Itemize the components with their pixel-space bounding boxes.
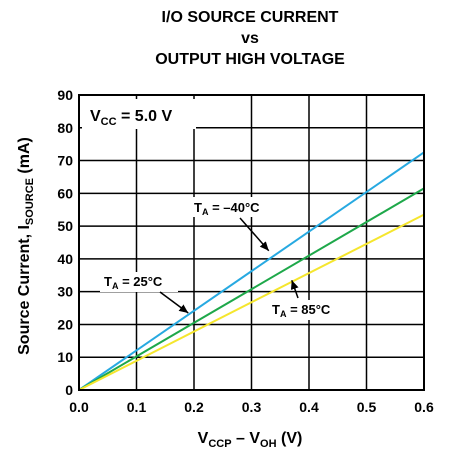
condition-box — [82, 99, 196, 129]
condition-label: VCC = 5.0 V — [90, 108, 172, 128]
annotation-arrow-minus40 — [239, 217, 270, 252]
series-line-0 — [78, 151, 425, 391]
y-tick-label-7: 70 — [57, 153, 73, 169]
y-tick-labels: 0 10 20 30 40 50 60 70 80 90 — [57, 87, 73, 398]
grid — [78, 94, 425, 391]
y-tick-label-2: 20 — [57, 316, 73, 332]
annotation-85: TA = 85°C — [272, 302, 331, 319]
x-tick-label-2: 0.2 — [184, 399, 204, 415]
y-tick-label-1: 10 — [57, 349, 73, 365]
x-tick-label-4: 0.4 — [299, 399, 319, 415]
annotation-arrow-25 — [159, 291, 189, 314]
y-axis-label: Source Current, ISOURCE (mA) — [16, 137, 36, 355]
x-tick-label-0: 0.0 — [69, 399, 89, 415]
chart-title-line-3: OUTPUT HIGH VOLTAGE — [155, 51, 345, 68]
y-tick-label-3: 30 — [57, 284, 73, 300]
chart-title-line-1: I/O SOURCE CURRENT — [162, 9, 339, 26]
x-tick-label-3: 0.3 — [242, 399, 262, 415]
annotation-25: TA = 25°C — [104, 274, 163, 291]
series-lines — [78, 151, 425, 391]
y-tick-label-4: 40 — [57, 251, 73, 267]
annotation-box-3 — [268, 300, 348, 320]
annotation-box-2 — [100, 272, 178, 292]
series-line-1 — [78, 187, 425, 391]
series-line-2 — [78, 213, 425, 391]
annotations: TA = –40°C TA = 25°C TA = 85°C — [100, 197, 348, 320]
y-tick-label-9: 90 — [57, 87, 73, 103]
y-tick-label-6: 60 — [57, 185, 73, 201]
y-tick-label-5: 50 — [57, 218, 73, 234]
annotation-arrow-85 — [290, 279, 299, 299]
x-tick-label-1: 0.1 — [127, 399, 147, 415]
x-tick-label-6: 0.6 — [414, 399, 434, 415]
x-tick-label-5: 0.5 — [357, 399, 377, 415]
y-tick-label-0: 0 — [65, 382, 73, 398]
annotation-minus40: TA = –40°C — [194, 200, 260, 217]
x-axis-label: VCCP – VOH (V) — [198, 430, 303, 450]
annotation-box-1 — [190, 197, 278, 217]
plot-frame — [78, 94, 425, 391]
y-tick-label-8: 80 — [57, 120, 73, 136]
chart-title-line-2: vs — [241, 30, 259, 47]
x-tick-labels: 0.0 0.1 0.2 0.3 0.4 0.5 0.6 — [69, 399, 434, 415]
